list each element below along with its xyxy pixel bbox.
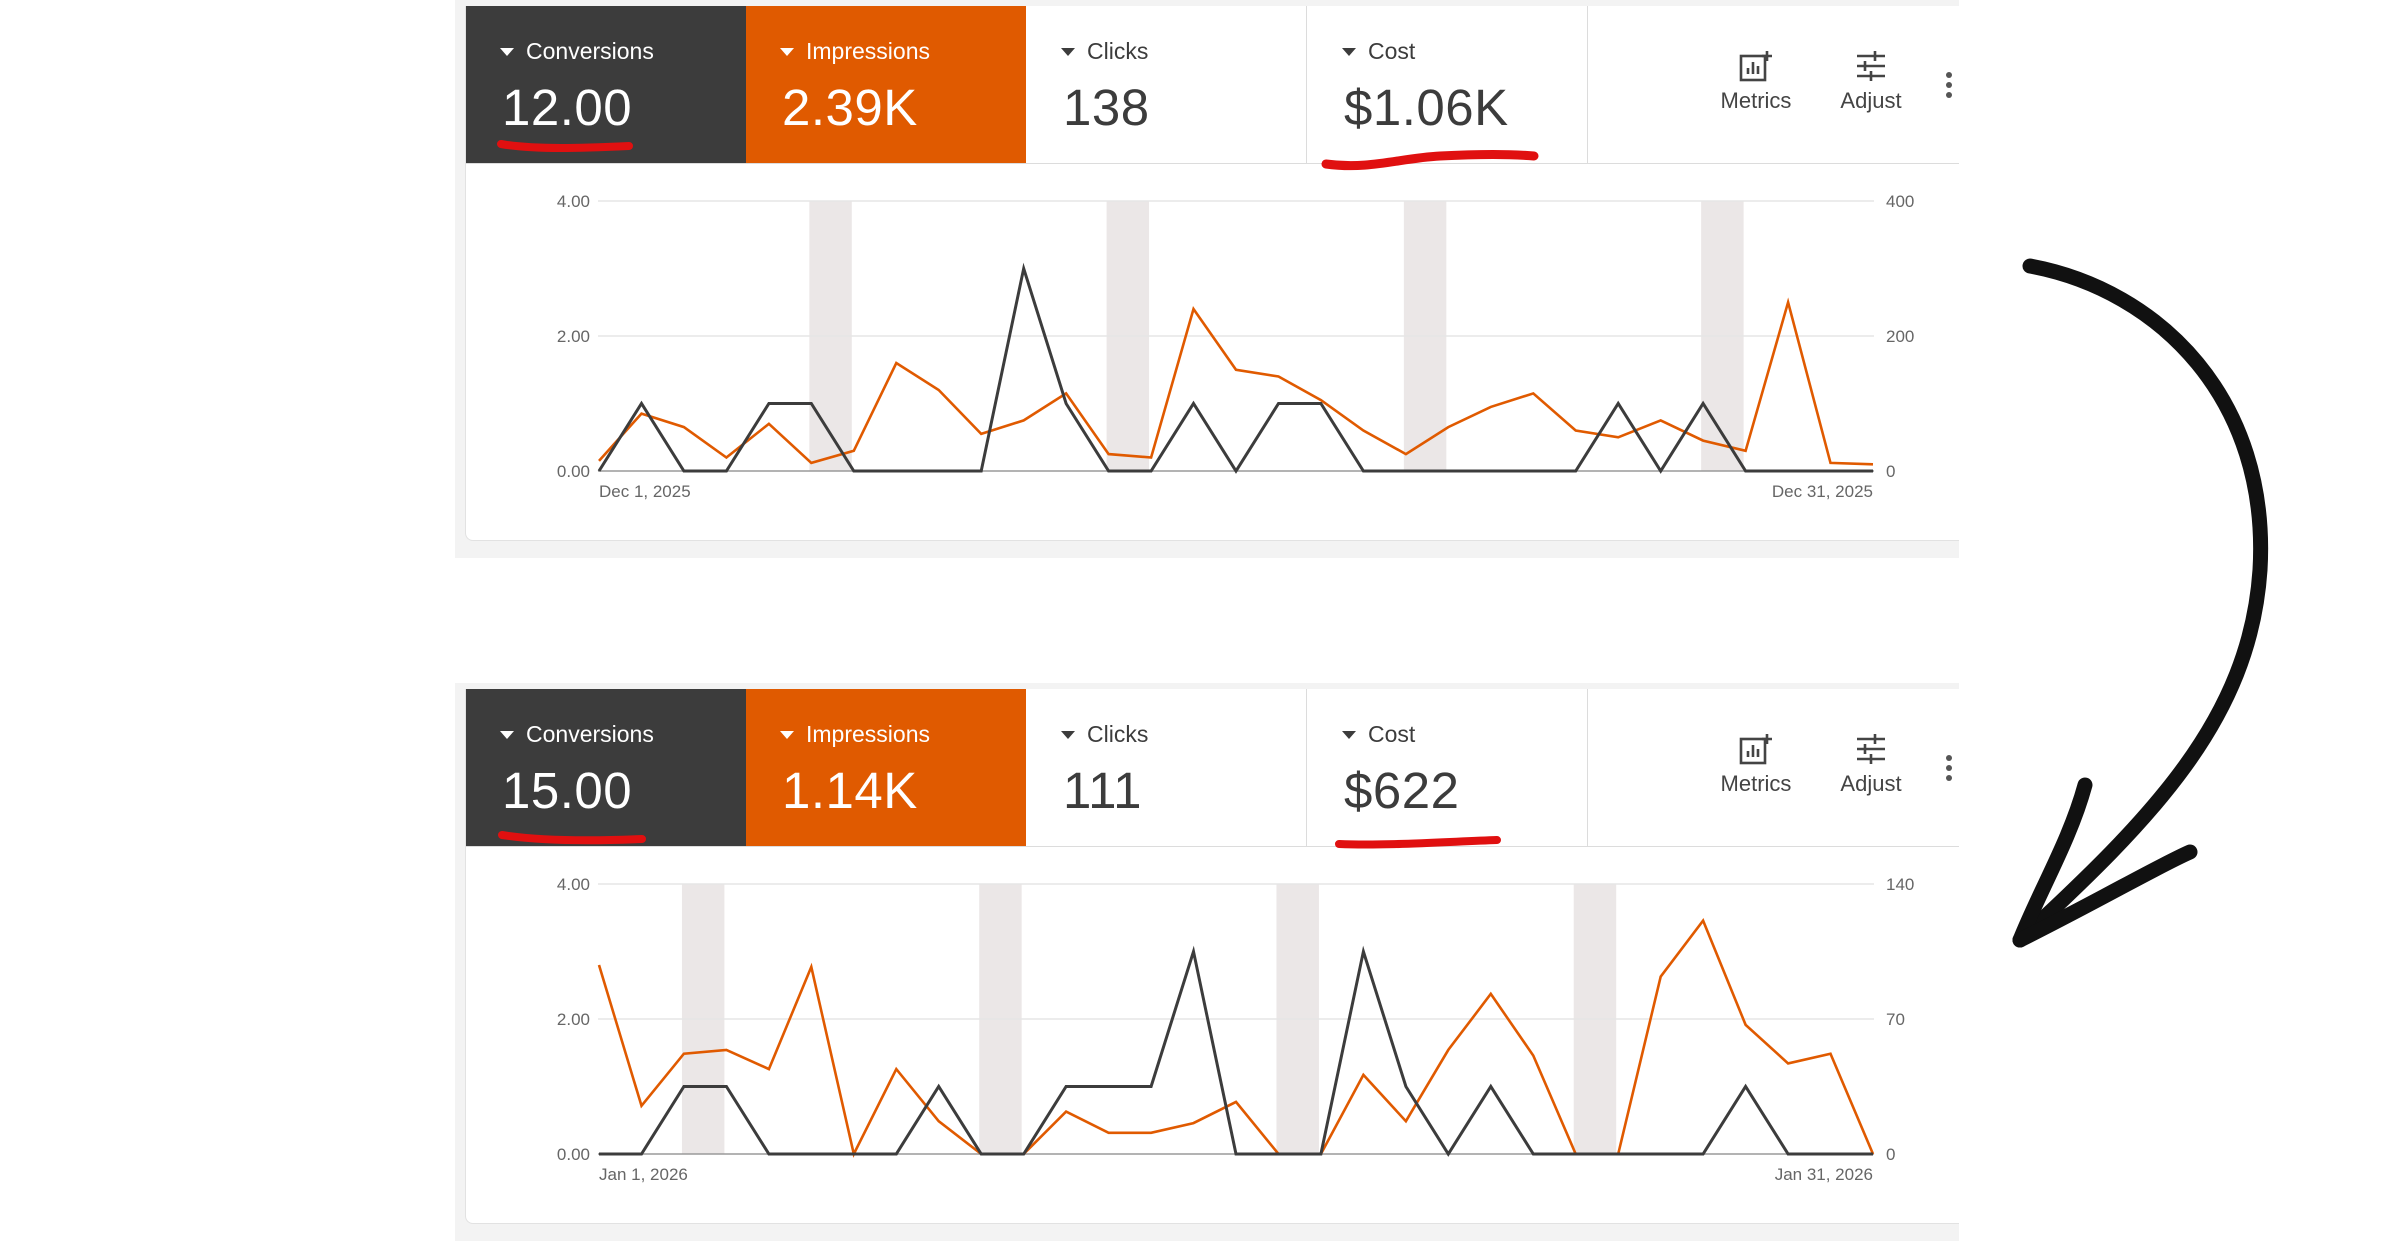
cost-tile[interactable]: Cost $1.06K — [1308, 6, 1588, 163]
metrics-button[interactable]: Metrics — [1706, 733, 1806, 797]
conversions-value: 15.00 — [502, 762, 633, 819]
clicks-tile[interactable]: Clicks 111 — [1027, 689, 1307, 846]
impressions-series-line — [598, 297, 1874, 466]
right-tick-label: 140 — [1886, 875, 1914, 894]
adjust-label: Adjust — [1840, 771, 1902, 796]
cost-underline-annotation — [1321, 150, 1539, 171]
more-vert-icon[interactable] — [1946, 72, 1956, 102]
right-tick-label: 400 — [1886, 192, 1914, 211]
january-report-panel: Conversions 15.00 Impressions 1.14K Clic… — [455, 683, 1959, 1241]
tune-sliders-icon — [1857, 51, 1885, 81]
caret-down-icon — [1061, 47, 1075, 56]
conversions-underline-annotation — [497, 140, 633, 152]
left-tick-label: 4.00 — [557, 192, 590, 211]
cost-label: Cost — [1368, 721, 1416, 747]
metrics-card: Conversions 12.00 Impressions 2.39K Clic… — [465, 6, 1959, 541]
impressions-tile[interactable]: Impressions 2.39K — [746, 6, 1026, 163]
caret-down-icon — [500, 47, 514, 56]
caret-down-icon — [500, 730, 514, 739]
december-report-panel: Conversions 12.00 Impressions 2.39K Clic… — [455, 0, 1959, 558]
left-tick-label: 0.00 — [557, 462, 590, 481]
caret-down-icon — [780, 47, 794, 56]
metrics-label: Metrics — [1720, 771, 1792, 796]
clicks-label: Clicks — [1087, 38, 1149, 64]
x-end-label: Jan 31, 2026 — [1775, 1165, 1873, 1184]
right-tick-label: 0 — [1886, 462, 1895, 481]
clicks-value: 111 — [1063, 762, 1143, 819]
impressions-label: Impressions — [806, 38, 930, 64]
x-start-label: Dec 1, 2025 — [599, 482, 691, 501]
metrics-label: Metrics — [1720, 88, 1792, 113]
cost-underline-annotation — [1335, 836, 1501, 849]
clicks-label: Clicks — [1087, 721, 1149, 747]
cost-tile[interactable]: Cost $622 — [1308, 689, 1588, 846]
performance-chart: 4.00 2.00 0.00 400 200 0 Dec 1, 2025 Dec… — [557, 192, 1914, 501]
x-start-label: Jan 1, 2026 — [599, 1165, 688, 1184]
caret-down-icon — [1342, 730, 1356, 739]
conversions-label: Conversions — [526, 38, 654, 64]
left-tick-label: 2.00 — [557, 327, 590, 346]
more-vert-icon[interactable] — [1946, 755, 1956, 785]
x-end-label: Dec 31, 2025 — [1772, 482, 1873, 501]
right-tick-label: 200 — [1886, 327, 1914, 346]
clicks-tile[interactable]: Clicks 138 — [1027, 6, 1307, 163]
caret-down-icon — [780, 730, 794, 739]
impressions-value: 1.14K — [782, 762, 918, 819]
conversions-underline-annotation — [498, 831, 646, 845]
add-chart-icon — [1739, 734, 1772, 765]
caret-down-icon — [1061, 730, 1075, 739]
performance-chart: 4.00 2.00 0.00 140 70 0 Jan 1, 2026 Jan … — [557, 875, 1914, 1184]
adjust-button[interactable]: Adjust — [1821, 733, 1921, 797]
adjust-label: Adjust — [1840, 88, 1902, 113]
impressions-label: Impressions — [806, 721, 930, 747]
metric-tiles: Conversions 15.00 Impressions 1.14K Clic… — [466, 689, 1959, 847]
left-tick-label: 0.00 — [557, 1145, 590, 1164]
metric-tiles: Conversions 12.00 Impressions 2.39K Clic… — [466, 6, 1959, 164]
conversions-tile[interactable]: Conversions 12.00 — [466, 6, 746, 163]
cost-value: $1.06K — [1344, 79, 1509, 136]
left-tick-label: 2.00 — [557, 1010, 590, 1029]
metrics-button[interactable]: Metrics — [1706, 50, 1806, 114]
right-tick-label: 70 — [1886, 1010, 1905, 1029]
tune-sliders-icon — [1857, 734, 1885, 764]
right-tick-label: 0 — [1886, 1145, 1895, 1164]
curved-arrow-icon — [2012, 258, 2269, 948]
metrics-card: Conversions 15.00 Impressions 1.14K Clic… — [465, 689, 1959, 1224]
impressions-tile[interactable]: Impressions 1.14K — [746, 689, 1026, 846]
conversions-series-line — [597, 262, 1873, 474]
conversions-value: 12.00 — [502, 79, 633, 136]
conversions-series-line — [599, 945, 1873, 1157]
conversions-tile[interactable]: Conversions 15.00 — [466, 689, 746, 846]
adjust-button[interactable]: Adjust — [1821, 50, 1921, 114]
caret-down-icon — [1342, 47, 1356, 56]
impressions-series-line — [597, 917, 1875, 1158]
clicks-value: 138 — [1063, 79, 1150, 136]
left-tick-label: 4.00 — [557, 875, 590, 894]
cost-label: Cost — [1368, 38, 1416, 64]
cost-value: $622 — [1344, 762, 1460, 819]
impressions-value: 2.39K — [782, 79, 918, 136]
conversions-label: Conversions — [526, 721, 654, 747]
add-chart-icon — [1739, 51, 1772, 82]
